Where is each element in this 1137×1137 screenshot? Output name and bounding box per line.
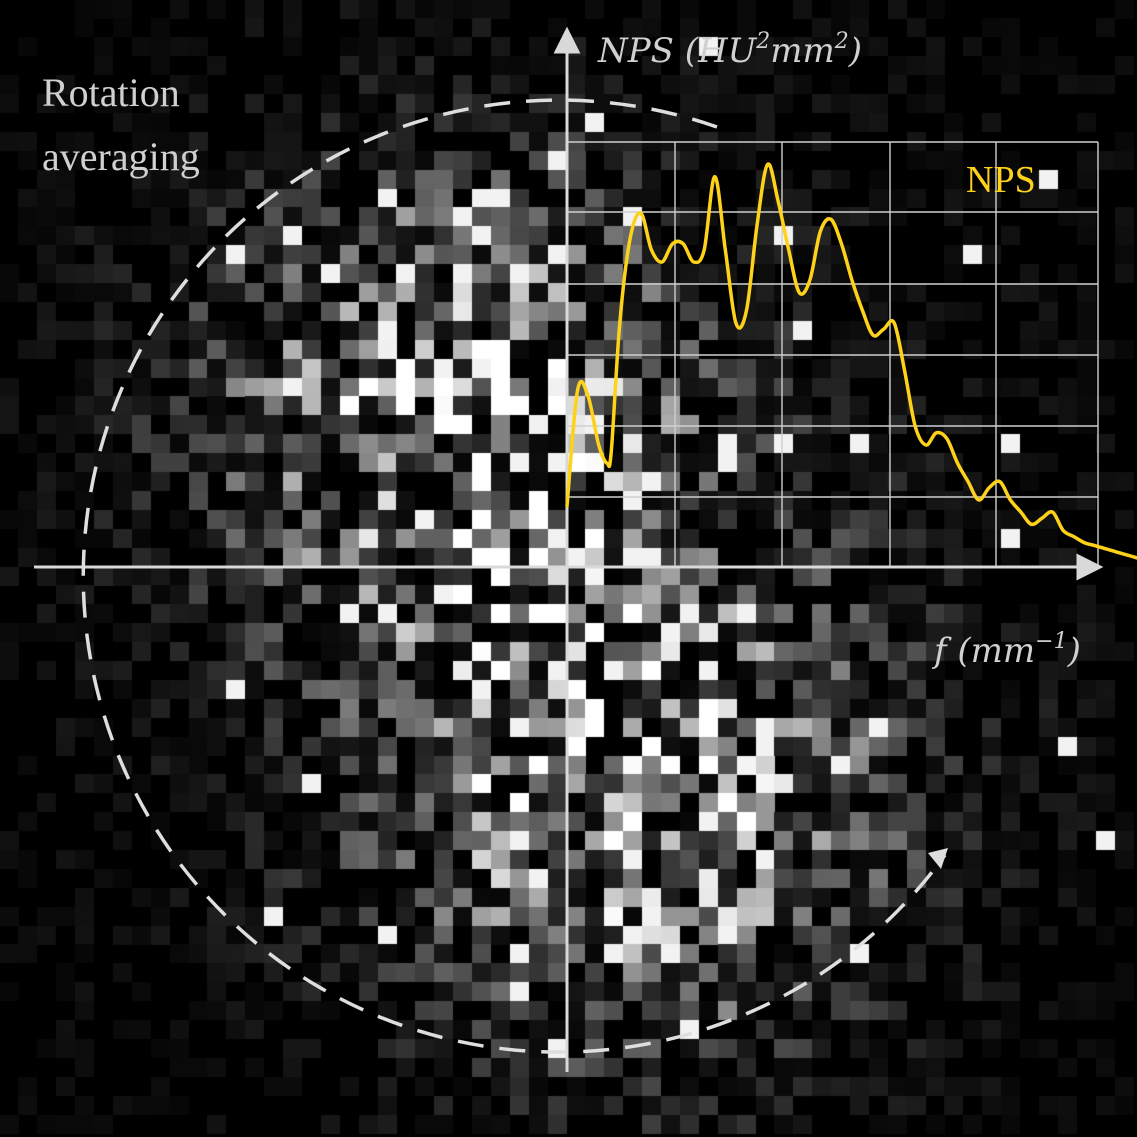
x-axis-label-base: f (mm (931, 631, 1035, 671)
y-axis-label-base: NPS (HU (597, 31, 758, 71)
nps-curve-line (565, 162, 1137, 560)
rotation-averaging-dashed-circle (81, 98, 947, 1054)
chart-grid (567, 141, 1099, 567)
nps-curve-label: NPS (966, 159, 1036, 201)
y-axis-label-mid: mm (770, 31, 834, 71)
rotation-label-line2: averaging (42, 134, 200, 179)
rotation-label-line1: Rotation (42, 70, 180, 115)
x-axis-label-sup: −1 (1035, 629, 1067, 654)
y-axis-label-sup2: 2 (834, 29, 849, 54)
y-axis-label-end: ) (848, 31, 862, 71)
x-axis-label: f (mm−1) (931, 629, 1081, 671)
rotation-arrow-head-icon (928, 848, 948, 869)
y-axis-label-sup1: 2 (755, 29, 770, 54)
y-axis-label: NPS (HU2mm2) (597, 29, 862, 71)
x-axis-label-end: ) (1067, 631, 1081, 671)
